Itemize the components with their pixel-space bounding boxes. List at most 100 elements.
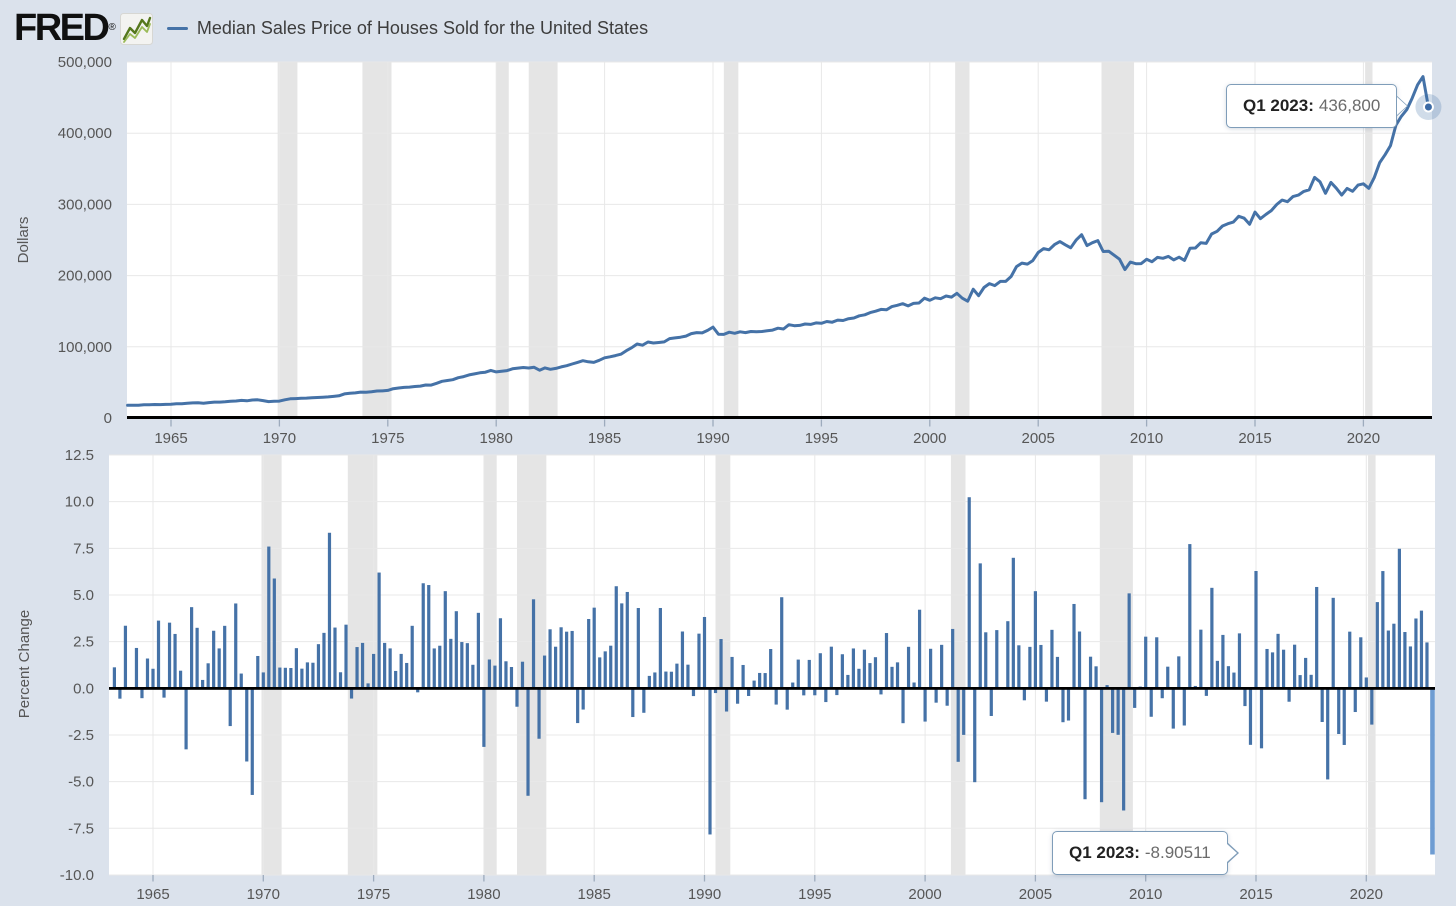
pct-bar (1248, 688, 1253, 745)
pct-bar (1226, 666, 1231, 689)
chart-header: FRED ® Median Sales Price of Houses Sold … (14, 8, 648, 48)
recession-band (1368, 455, 1376, 875)
pct-bar (576, 688, 580, 724)
pct-bar (123, 625, 128, 689)
recession-band (496, 62, 509, 418)
pct-bar (300, 668, 304, 689)
pct-bar (261, 672, 265, 689)
price-line-chart: 0 100,000 200,000 300,000 400,000 500,000 1965… (58, 54, 1442, 447)
pct-bar (1359, 637, 1363, 689)
pct-bar (1072, 603, 1076, 689)
pct-bar (1315, 586, 1319, 689)
pct-bar (305, 662, 310, 689)
pct-bar (217, 648, 221, 689)
pct-bar (664, 671, 668, 689)
series-legend[interactable]: Median Sales Price of Houses Sold for th… (166, 18, 648, 39)
pct-bar (680, 631, 685, 689)
pct-bar (1397, 548, 1401, 689)
pct-bar (487, 659, 492, 689)
pct-bar (802, 688, 806, 696)
pct-bar (145, 658, 150, 689)
pct-bar (1166, 666, 1170, 689)
pct-bar (686, 664, 690, 689)
pct-bar (1177, 656, 1181, 689)
pct-bar (945, 688, 949, 706)
pct-bar (383, 642, 387, 689)
price-tooltip: Q1 2023: 436,800 (1226, 84, 1409, 128)
pct-bar (1259, 688, 1264, 749)
x-tick-label: 1975 (371, 430, 404, 447)
pct-bar (178, 670, 183, 689)
pct-bar (360, 642, 365, 689)
y-axis-title-dollars: Dollars (15, 217, 32, 264)
pct-bar (653, 672, 657, 689)
plot-background (127, 62, 1432, 418)
pct-bar (1243, 688, 1247, 707)
y-tick-label: 2.5 (73, 634, 94, 651)
pct-bar (890, 666, 894, 689)
pct-bar (730, 656, 734, 689)
y-tick-label: 300,000 (58, 196, 112, 213)
pct-bar (1353, 688, 1357, 713)
pct-bar (526, 688, 530, 796)
y-tick-label: 0.0 (73, 680, 94, 697)
pct-bar (311, 662, 315, 689)
fred-logo[interactable]: FRED ® (14, 9, 153, 47)
recession-band (261, 455, 282, 875)
pct-bar (906, 646, 911, 689)
pct-bar (675, 663, 679, 689)
recession-band (1101, 62, 1135, 418)
pct-bar (476, 612, 480, 689)
pct-bar (316, 644, 321, 689)
pct-bar (256, 655, 260, 689)
pct-bar (1083, 688, 1087, 800)
pct-bar (1155, 637, 1159, 689)
pct-bar (620, 603, 624, 689)
pct-bar (1221, 634, 1225, 689)
pct-bar (190, 607, 194, 689)
pct-bar (929, 648, 933, 689)
pct-bar (1375, 602, 1379, 689)
pct-bar (598, 657, 602, 689)
pct-bar (735, 688, 740, 704)
pct-bar (862, 649, 867, 689)
pct-bar (1364, 677, 1368, 689)
pct-bar (1017, 645, 1021, 689)
pct-bar (1127, 593, 1131, 689)
x-tick-label: 1970 (263, 430, 296, 447)
y-tick-label: 400,000 (58, 125, 112, 142)
x-tick-label: 1970 (247, 886, 280, 903)
legend-line-swatch (166, 26, 188, 30)
pct-bar (835, 688, 839, 696)
pct-bar (1066, 688, 1071, 721)
pct-bar (1204, 688, 1208, 696)
pct-bar (542, 655, 547, 689)
pct-bar (504, 661, 508, 689)
pct-bar (239, 673, 243, 689)
pct-bar (377, 572, 381, 689)
pct-bar (1392, 623, 1396, 689)
pct-tooltip-period: Q1 2023: (1069, 843, 1140, 862)
pct-bar (1348, 631, 1352, 689)
recession-band (528, 62, 558, 418)
pct-bar (1077, 631, 1082, 689)
pct-bar (884, 633, 889, 689)
pct-bar (631, 688, 635, 718)
pct-bar (912, 682, 916, 689)
pct-bar (509, 667, 514, 689)
pct-bar (713, 688, 718, 694)
pct-bar (416, 688, 420, 693)
pct-bar (1210, 587, 1214, 689)
pct-bar (184, 688, 188, 750)
axis-labels: -10.0 -7.5 -5.0 -2.5 0.0 2.5 5.0 7.5 10.0 12.5 196… (60, 447, 1383, 903)
recession-band (277, 62, 298, 418)
pct-bar (333, 627, 337, 689)
pct-bar (973, 688, 977, 783)
pct-bar (548, 629, 552, 689)
price-tooltip-value: 436,800 (1318, 96, 1381, 115)
x-tick-label: 1995 (805, 430, 838, 447)
pct-bar (1276, 633, 1280, 689)
pct-tooltip-arrow (1226, 842, 1239, 864)
pct-bar (989, 688, 993, 716)
